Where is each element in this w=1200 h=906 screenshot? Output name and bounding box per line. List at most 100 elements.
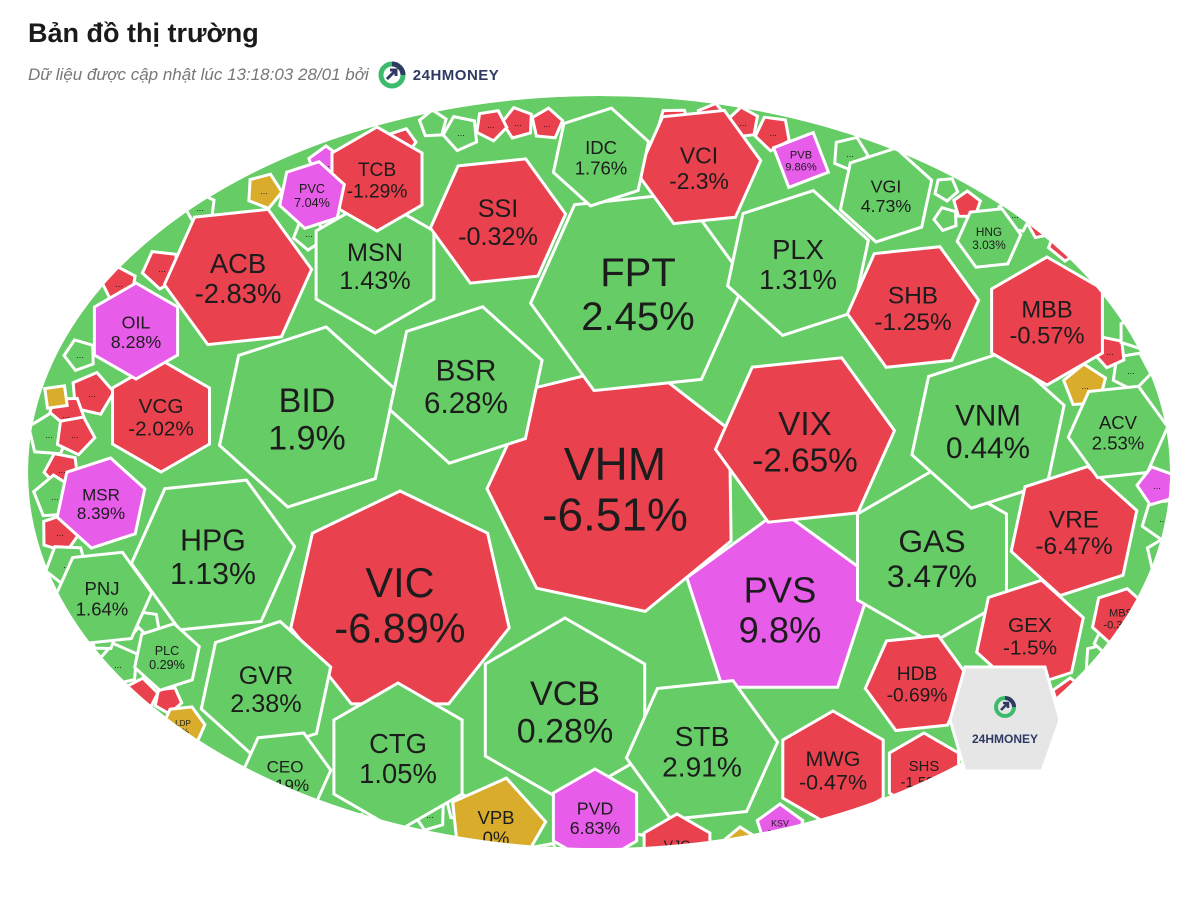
small-cell[interactable]: ... — [530, 106, 565, 140]
small-cell[interactable]: ... — [977, 785, 1010, 820]
small-cell[interactable]: ... — [201, 767, 238, 806]
small-cell[interactable] — [390, 828, 418, 852]
small-cell[interactable] — [818, 815, 845, 842]
cell-acb[interactable]: ACB-2.83% — [162, 207, 314, 347]
small-cell[interactable]: ... — [342, 812, 376, 847]
cell-ticker: HNG — [976, 225, 1002, 239]
small-cell-label: ... — [246, 807, 254, 817]
cell-change: -0.32% — [458, 223, 538, 251]
small-cell-shape — [932, 205, 958, 233]
small-cell[interactable]: ... — [228, 792, 270, 834]
small-cell[interactable]: ... — [173, 745, 211, 782]
cell-vjc[interactable]: VJC-6.77% — [642, 812, 712, 890]
cell-ssi[interactable]: SSI-0.32% — [428, 157, 568, 285]
small-cell-label: ... — [1038, 218, 1046, 228]
small-cell[interactable]: ... — [1111, 351, 1153, 393]
small-cell[interactable]: ... — [753, 115, 791, 153]
small-cell[interactable]: ... — [475, 109, 509, 143]
small-cell-shape — [1130, 655, 1167, 694]
small-cell[interactable]: ... — [1135, 465, 1174, 507]
cell-ticker: VCI — [680, 143, 718, 169]
small-cell[interactable] — [158, 174, 189, 205]
small-cell[interactable] — [43, 384, 69, 410]
small-cell[interactable]: ... — [125, 715, 166, 758]
small-cell-shape — [55, 415, 97, 457]
cell-vix[interactable]: VIX-2.65% — [713, 356, 897, 524]
cell-vhm[interactable]: VHM-6.51% — [485, 360, 733, 614]
cell-ticker: PLX — [772, 234, 824, 265]
cell-hdb[interactable]: HDB-0.69% — [863, 633, 971, 733]
update-info: Dữ liệu được cập nhật lúc 13:18:03 28/01… — [28, 60, 499, 90]
cell-vcg[interactable]: VCG-2.02% — [111, 358, 211, 474]
cell-ticker: STB — [675, 721, 730, 752]
small-cell[interactable]: ... — [441, 114, 479, 153]
small-cell[interactable]: ... — [1119, 316, 1152, 350]
small-cell[interactable]: ... — [530, 841, 564, 874]
cell-mbb[interactable]: MBB-0.57% — [990, 255, 1104, 387]
small-cell[interactable]: ... — [312, 807, 347, 841]
watermark-text: 24HMONEY — [972, 732, 1038, 746]
cell-vic[interactable]: VIC-6.89% — [289, 489, 511, 706]
cell-ticker: VIX — [778, 406, 832, 443]
small-cell-label: ... — [354, 825, 362, 835]
small-cell[interactable]: ... — [1105, 682, 1147, 724]
cell-change: -0.38% — [1103, 620, 1138, 632]
small-cell[interactable]: ... — [55, 415, 97, 457]
small-cell[interactable] — [933, 177, 960, 203]
cell-gex[interactable]: GEX-1.5% — [975, 578, 1085, 692]
small-cell[interactable]: ... — [62, 338, 95, 373]
small-cell[interactable] — [932, 205, 958, 233]
cell-change: 6.83% — [570, 818, 621, 838]
cell-change: 1.05% — [359, 758, 437, 789]
small-cell[interactable]: ... — [247, 172, 284, 211]
small-cell-label: ... — [1123, 699, 1131, 709]
cell-shape — [330, 125, 424, 233]
cell-ticker: BSR — [436, 355, 497, 388]
small-cell[interactable] — [735, 839, 764, 869]
cell-tcb[interactable]: TCB-1.29% — [330, 125, 424, 233]
cell-ticker: VNM — [955, 400, 1021, 433]
cell-change: 1.13% — [170, 558, 256, 591]
small-cell[interactable] — [714, 856, 741, 882]
small-cell-shape — [342, 812, 376, 847]
small-cell[interactable]: ... — [71, 370, 116, 416]
small-cell-label: ... — [1062, 238, 1070, 248]
cell-shape — [910, 350, 1066, 510]
brand-logo[interactable]: 24HMONEY — [377, 60, 500, 90]
cell-ticker: PVB — [790, 149, 812, 161]
small-cell[interactable]: ... — [1130, 655, 1167, 694]
small-cell[interactable] — [417, 108, 448, 138]
cell-shape — [845, 245, 981, 369]
cell-mwg[interactable]: MWG-0.47% — [781, 709, 885, 829]
small-cell-shape — [417, 108, 448, 138]
page-title: Bản đồ thị trường — [28, 18, 259, 48]
small-cell-shape — [753, 115, 791, 153]
cell-ticker: MSR — [82, 485, 120, 504]
cell-shape — [642, 812, 712, 848]
cell-shb[interactable]: SHB-1.25% — [845, 245, 981, 369]
cell-ticker: KSV — [771, 819, 789, 829]
small-cell-label: ... — [114, 660, 122, 670]
cell-vci[interactable]: VCI-2.3% — [635, 108, 763, 226]
